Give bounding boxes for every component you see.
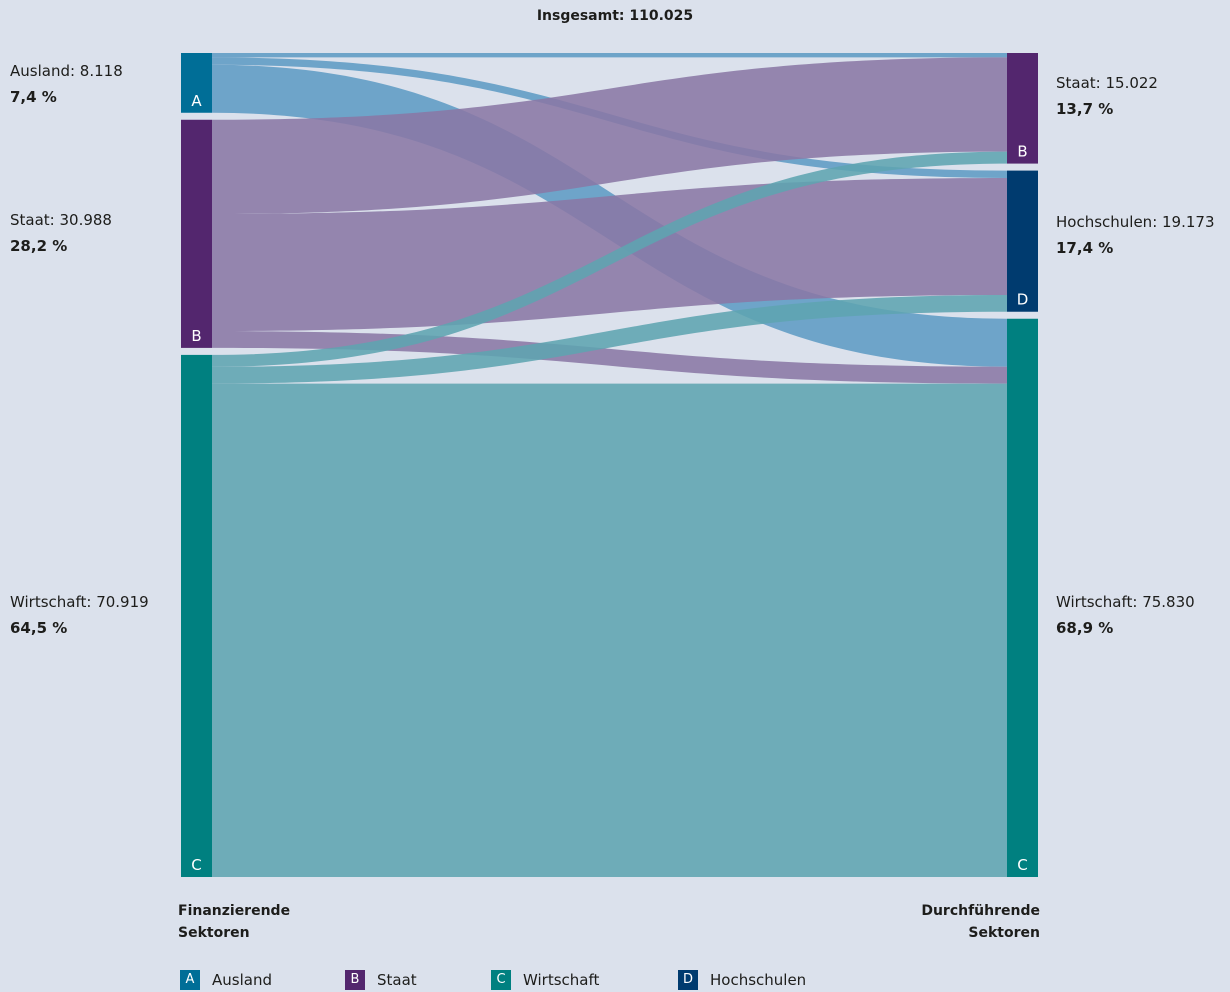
link-b-to-b (212, 57, 1007, 214)
source-label-c: Wirtschaft: 70.919 64,5 % (10, 589, 149, 641)
target-label-b: Staat: 15.022 13,7 % (1056, 70, 1158, 122)
legend-item-d: D Hochschulen (678, 970, 806, 990)
link-c-to-c (212, 383, 1007, 877)
source-label-a-value: Ausland: 8.118 (10, 62, 123, 80)
source-label-a: Ausland: 8.118 7,4 % (10, 58, 123, 110)
target-label-b-value: Staat: 15.022 (1056, 74, 1158, 92)
legend-swatch-d: D (678, 970, 698, 990)
source-label-b: Staat: 30.988 28,2 % (10, 207, 112, 259)
link-c-to-d (212, 295, 1007, 384)
target-label-c: Wirtschaft: 75.830 68,9 % (1056, 589, 1195, 641)
target-node-letter-c: C (1017, 856, 1027, 874)
source-node-letter-a: A (191, 92, 202, 110)
source-label-c-pct: 64,5 % (10, 619, 68, 637)
target-node-d (1007, 170, 1038, 312)
source-label-b-pct: 28,2 % (10, 237, 68, 255)
legend-label-c: Wirtschaft (523, 971, 600, 989)
source-label-b-value: Staat: 30.988 (10, 211, 112, 229)
target-node-letter-d: D (1017, 291, 1029, 309)
target-axis-title-text: Durchführende Sektoren (921, 903, 1040, 941)
target-node-c (1007, 318, 1038, 878)
source-label-a-pct: 7,4 % (10, 88, 57, 106)
legend-swatch-c: C (491, 970, 511, 990)
target-node-b (1007, 53, 1038, 164)
legend-label-d: Hochschulen (710, 971, 807, 989)
target-node-letter-b: B (1017, 143, 1027, 161)
legend-swatch-a: A (180, 970, 200, 990)
legend-item-a: A Ausland (180, 970, 272, 990)
source-node-a (181, 53, 212, 113)
source-axis-title: Finanzierende Sektoren (178, 900, 290, 944)
target-label-d-pct: 17,4 % (1056, 239, 1114, 257)
target-label-c-pct: 68,9 % (1056, 619, 1114, 637)
source-node-letter-b: B (191, 327, 201, 345)
source-axis-title-text: Finanzierende Sektoren (178, 903, 291, 941)
legend-label-b: Staat (377, 971, 417, 989)
target-label-c-value: Wirtschaft: 75.830 (1056, 593, 1195, 611)
link-c-to-b (212, 151, 1007, 367)
source-label-c-value: Wirtschaft: 70.919 (10, 593, 149, 611)
legend-item-b: B Staat (345, 970, 417, 990)
link-a-to-b (212, 53, 1007, 58)
source-node-letter-c: C (191, 856, 201, 874)
chart-title: Insgesamt: 110.025 (536, 8, 694, 24)
legend-item-c: C Wirtschaft (491, 970, 599, 990)
legend-swatch-b: B (345, 970, 365, 990)
target-label-d-value: Hochschulen: 19.173 (1056, 213, 1215, 231)
target-label-d: Hochschulen: 19.173 17,4 % (1056, 209, 1215, 261)
target-axis-title: Durchführende Sektoren (921, 900, 1040, 944)
target-label-b-pct: 13,7 % (1056, 100, 1114, 118)
sankey-links (212, 53, 1007, 877)
legend-label-a: Ausland (212, 971, 272, 989)
source-node-c (181, 354, 212, 877)
source-node-b (181, 119, 212, 348)
